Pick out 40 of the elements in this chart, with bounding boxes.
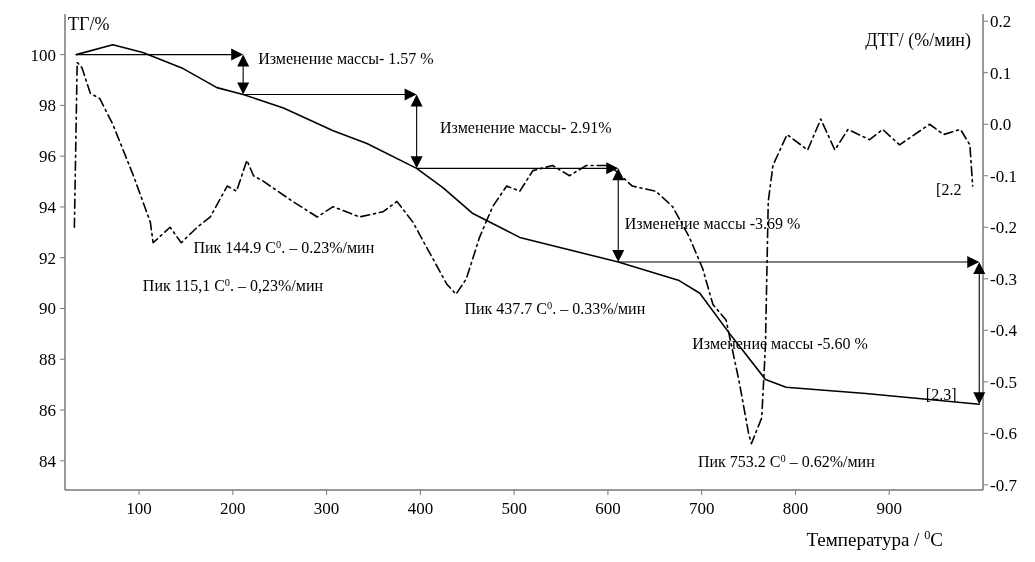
y2-tick-label: -0.6 bbox=[990, 424, 1017, 444]
y2-tick-label: 0.1 bbox=[990, 63, 1012, 83]
annotation: Пик 437.7 C$^{0}$. – 0.33%/мин bbox=[464, 299, 646, 317]
y2-tick-label: -0.7 bbox=[990, 475, 1018, 495]
annotation: Изменение массы -3.69 % bbox=[624, 214, 801, 232]
y-tick-label: 84 bbox=[39, 451, 57, 471]
y2-tick-label: -0.1 bbox=[990, 166, 1017, 186]
y2-tick-label: -0.4 bbox=[990, 321, 1018, 341]
y2-tick-label: 0.2 bbox=[990, 12, 1012, 32]
x-tick-label: 300 bbox=[313, 499, 340, 518]
x-tick-label: 600 bbox=[595, 499, 621, 518]
x-tick-label: 400 bbox=[407, 499, 434, 518]
annotation: Пик 115,1 C$^{0}$. – 0,23%/мин bbox=[142, 276, 324, 294]
y-tick-label: 88 bbox=[39, 350, 56, 370]
y-tick-label: 92 bbox=[39, 248, 56, 268]
x-tick-label: 200 bbox=[220, 499, 246, 518]
x-tick-label: 500 bbox=[501, 499, 527, 518]
y2-tick-label: 0.0 bbox=[990, 115, 1012, 135]
y-axis-title: ТГ/% bbox=[68, 14, 110, 34]
y-tick-label: 100 bbox=[30, 45, 56, 65]
x-axis-title: Температура / $^{0}$C bbox=[806, 528, 943, 550]
annotation: Изменение массы- 2.91% bbox=[440, 118, 612, 136]
annotation: Пик 753.2 C$^{0}$ – 0.62%/мин bbox=[697, 452, 876, 471]
y-tick-label: 86 bbox=[39, 400, 56, 420]
y2-tick-label: -0.5 bbox=[990, 372, 1017, 392]
y2-tick-label: -0.3 bbox=[990, 269, 1017, 289]
y-tick-label: 90 bbox=[39, 299, 56, 319]
x-tick-label: 100 bbox=[126, 499, 152, 518]
x-tick-label: 900 bbox=[876, 499, 902, 518]
annotation: [2.3] bbox=[925, 386, 957, 404]
y-tick-label: 98 bbox=[39, 96, 56, 116]
annotation: Изменение массы- 1.57 % bbox=[258, 50, 434, 68]
x-tick-label: 700 bbox=[688, 499, 715, 518]
x-tick-label: 800 bbox=[782, 499, 809, 518]
y-tick-label: 94 bbox=[39, 197, 57, 217]
y-tick-label: 96 bbox=[39, 147, 56, 167]
annotation: [2.2 bbox=[936, 181, 962, 199]
y2-axis-title: ДТГ/ (%/мин) bbox=[865, 30, 971, 51]
y2-tick-label: -0.2 bbox=[990, 218, 1017, 238]
annotation: Пик 144.9 C$^{0}$. – 0.23%/мин bbox=[193, 238, 375, 257]
